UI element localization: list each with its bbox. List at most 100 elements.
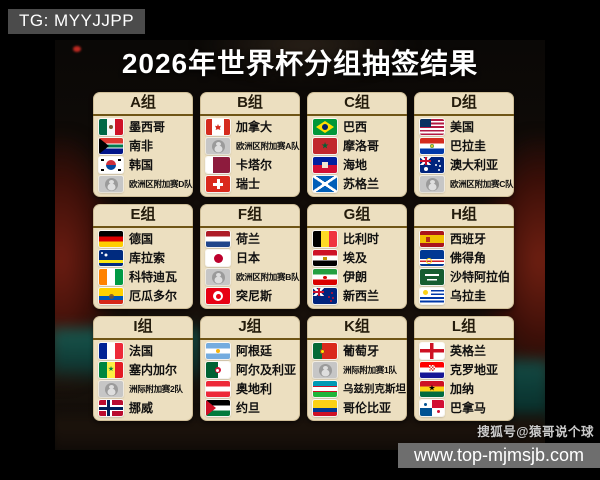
group-team-list: 德国 库拉索 科特迪瓦 厄瓜多尔 <box>93 228 193 306</box>
group-team-list: 阿根廷 阿尔及利亚 奥地利 约旦 <box>200 340 300 418</box>
jordan-flag-icon <box>206 400 230 416</box>
team-name: 葡萄牙 <box>343 344 380 358</box>
group-card-a: A组 墨西哥 南非 韩国 欧洲区附加赛D队 <box>93 92 193 197</box>
team-name: 巴西 <box>343 120 368 134</box>
team-name: 塞内加尔 <box>129 363 178 377</box>
germany-flag-icon <box>99 231 123 247</box>
team-row: 韩国 <box>93 156 193 174</box>
group-team-list: 墨西哥 南非 韩国 欧洲区附加赛D队 <box>93 116 193 194</box>
group-card-i: I组法国塞内加尔洲际附加赛2队挪威 <box>93 316 193 421</box>
team-name: 加纳 <box>450 382 475 396</box>
argentina-flag-icon <box>206 343 230 359</box>
team-name: 比利时 <box>343 232 380 246</box>
team-name: 欧洲区附加赛B队 <box>236 271 300 282</box>
team-row: 欧洲区附加赛C队 <box>414 175 514 193</box>
team-row: 突尼斯 <box>200 287 300 305</box>
cape-verde-flag-icon <box>420 250 444 266</box>
morocco-flag-icon <box>313 138 337 154</box>
panama-flag-icon <box>420 400 444 416</box>
team-row: 伊朗 <box>307 268 407 286</box>
group-card-j: J组 阿根廷 阿尔及利亚 奥地利 约旦 <box>200 316 300 421</box>
team-name: 阿尔及利亚 <box>236 363 297 377</box>
group-label: K组 <box>307 316 407 340</box>
group-label: H组 <box>414 204 514 228</box>
team-name: 突尼斯 <box>236 289 273 303</box>
team-name: 欧洲区附加赛C队 <box>450 178 514 189</box>
team-name: 澳大利亚 <box>450 158 499 172</box>
ecuador-flag-icon <box>99 288 123 304</box>
new-zealand-flag-icon <box>313 288 337 304</box>
team-name: 乌拉圭 <box>450 289 487 303</box>
team-row: 比利时 <box>307 230 407 248</box>
team-row: 科特迪瓦 <box>93 268 193 286</box>
group-team-list: 西班牙佛得角沙特阿拉伯乌拉圭 <box>414 228 514 306</box>
norway-flag-icon <box>99 400 123 416</box>
team-name: 埃及 <box>343 251 368 265</box>
team-name: 欧洲区附加赛D队 <box>129 178 193 189</box>
team-name: 洲际附加赛1队 <box>343 364 397 375</box>
team-row: 奥地利 <box>200 380 300 398</box>
team-name: 库拉索 <box>129 251 166 265</box>
team-row: 巴西 <box>307 118 407 136</box>
team-name: 海地 <box>343 158 368 172</box>
france-flag-icon <box>99 343 123 359</box>
team-name: 日本 <box>236 251 261 265</box>
netherlands-flag-icon <box>206 231 230 247</box>
england-flag-icon <box>420 343 444 359</box>
group-card-l: L组英格兰克罗地亚加纳巴拿马 <box>414 316 514 421</box>
japan-flag-icon <box>206 250 230 266</box>
colombia-flag-icon <box>313 400 337 416</box>
team-row: 埃及 <box>307 249 407 267</box>
stage-light-decor <box>195 40 415 80</box>
groups-grid: A组墨西哥南非韩国欧洲区附加赛D队B组加拿大欧洲区附加赛A队卡塔尔瑞士C组巴西摩… <box>93 92 514 421</box>
group-label: B组 <box>200 92 300 116</box>
canada-flag-icon <box>206 119 230 135</box>
group-card-d: D组 美国 巴拉圭 澳大利亚 欧洲区附加赛C队 <box>414 92 514 197</box>
team-row: 巴拉圭 <box>414 137 514 155</box>
team-row: 阿尔及利亚 <box>200 361 300 379</box>
group-team-list: 巴西摩洛哥海地苏格兰 <box>307 116 407 194</box>
haiti-flag-icon <box>313 157 337 173</box>
team-name: 西班牙 <box>450 232 487 246</box>
team-row: 厄瓜多尔 <box>93 287 193 305</box>
belgium-flag-icon <box>313 231 337 247</box>
team-row: 西班牙 <box>414 230 514 248</box>
site-url-bar: www.top-mjmsjb.com <box>398 443 600 468</box>
group-label: C组 <box>307 92 407 116</box>
team-name: 卡塔尔 <box>236 158 273 172</box>
team-name: 墨西哥 <box>129 120 166 134</box>
team-row: 墨西哥 <box>93 118 193 136</box>
team-name: 摩洛哥 <box>343 139 380 153</box>
egypt-flag-icon <box>313 250 337 266</box>
curacao-flag-icon <box>99 250 123 266</box>
team-name: 韩国 <box>129 158 154 172</box>
group-team-list: 美国 巴拉圭 澳大利亚 欧洲区附加赛C队 <box>414 116 514 194</box>
tunisia-flag-icon <box>206 288 230 304</box>
group-label: G组 <box>307 204 407 228</box>
team-row: 克罗地亚 <box>414 361 514 379</box>
team-row: 乌拉圭 <box>414 287 514 305</box>
group-team-list: 荷兰 日本 欧洲区附加赛B队 突尼斯 <box>200 228 300 306</box>
team-name: 奥地利 <box>236 382 273 396</box>
placeholder-team-icon <box>313 362 337 378</box>
usa-flag-icon <box>420 119 444 135</box>
qatar-flag-icon <box>206 157 230 173</box>
team-name: 巴拉圭 <box>450 139 487 153</box>
team-row: 库拉索 <box>93 249 193 267</box>
team-row: 澳大利亚 <box>414 156 514 174</box>
croatia-flag-icon <box>420 362 444 378</box>
team-row: 加拿大 <box>200 118 300 136</box>
team-row: 新西兰 <box>307 287 407 305</box>
tg-badge: TG: MYYJJPP <box>8 9 146 34</box>
ivory-coast-flag-icon <box>99 269 123 285</box>
team-name: 洲际附加赛2队 <box>129 383 183 394</box>
portugal-flag-icon <box>313 343 337 359</box>
south-africa-flag-icon <box>99 138 123 154</box>
team-name: 沙特阿拉伯 <box>450 270 511 284</box>
team-name: 新西兰 <box>343 289 380 303</box>
group-label: E组 <box>93 204 193 228</box>
team-row: 法国 <box>93 342 193 360</box>
team-name: 佛得角 <box>450 251 487 265</box>
mexico-flag-icon <box>99 119 123 135</box>
group-team-list: 加拿大 欧洲区附加赛A队 卡塔尔 瑞士 <box>200 116 300 194</box>
